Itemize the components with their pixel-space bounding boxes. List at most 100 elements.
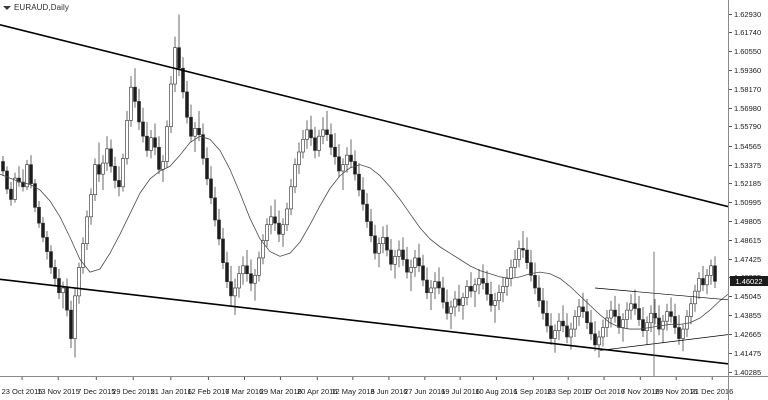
candlestick bbox=[633, 289, 637, 315]
candlestick bbox=[205, 147, 209, 186]
candlestick bbox=[209, 166, 213, 205]
candlestick bbox=[21, 169, 25, 192]
candlestick bbox=[53, 259, 57, 287]
candlestick bbox=[545, 300, 549, 333]
candlestick bbox=[653, 299, 657, 325]
date-tick: 7 Mar 2016 bbox=[225, 377, 263, 399]
date-tick-label: 3 Jun 2016 bbox=[370, 387, 408, 396]
candlestick-series bbox=[1, 14, 717, 358]
time-axis[interactable]: 23 Oct 2015 13 Nov 2015 7 Dec 2015 29 Dec 2… bbox=[0, 376, 733, 400]
candlestick bbox=[705, 269, 709, 295]
price-tick-mark bbox=[729, 51, 732, 53]
candlestick bbox=[197, 110, 201, 141]
price-plot-area[interactable] bbox=[0, 0, 728, 376]
candlestick bbox=[553, 324, 557, 353]
price-tick-mark bbox=[729, 371, 732, 373]
candlestick bbox=[485, 270, 489, 301]
date-tick-mark bbox=[639, 377, 641, 380]
candlestick bbox=[89, 188, 93, 225]
candlestick bbox=[473, 278, 477, 307]
symbol-period-label: EURAUD,Daily bbox=[14, 2, 69, 12]
wedge-upper-line[interactable] bbox=[594, 287, 728, 301]
candlestick bbox=[253, 269, 257, 301]
candlestick bbox=[601, 319, 605, 347]
date-tick-mark bbox=[243, 377, 245, 380]
candlestick bbox=[349, 139, 353, 168]
upper-descending-trendline[interactable] bbox=[0, 23, 728, 208]
candlestick bbox=[149, 129, 153, 159]
wedge-lower-line[interactable] bbox=[599, 334, 728, 351]
candlestick bbox=[641, 306, 645, 337]
date-tick-label: 12 May 2016 bbox=[331, 387, 375, 396]
candlestick bbox=[109, 139, 113, 173]
price-tick-label: 1.50995 bbox=[734, 198, 762, 208]
candlestick bbox=[281, 218, 285, 247]
date-tick: 12 Feb 2016 bbox=[187, 377, 229, 399]
candlestick bbox=[585, 299, 589, 330]
price-tick-mark bbox=[729, 107, 732, 109]
price-tick: 1.48615 bbox=[729, 235, 768, 246]
date-tick: 12 May 2016 bbox=[331, 377, 375, 399]
date-tick-mark bbox=[460, 377, 462, 380]
candlestick bbox=[593, 321, 597, 352]
candlestick bbox=[165, 120, 169, 168]
candlestick bbox=[277, 210, 281, 243]
chevron-down-icon[interactable] bbox=[3, 5, 11, 10]
date-tick-label: 21 Dec 2016 bbox=[690, 387, 734, 396]
candlestick bbox=[45, 231, 49, 260]
candlestick bbox=[461, 292, 465, 320]
price-tick-label: 1.61740 bbox=[734, 28, 762, 38]
candlestick bbox=[433, 272, 437, 300]
candlestick bbox=[65, 278, 69, 317]
candlestick bbox=[105, 136, 109, 171]
price-tick: 1.61740 bbox=[729, 27, 768, 38]
date-tick: 20 Apr 2016 bbox=[297, 377, 337, 399]
candlestick bbox=[541, 287, 545, 320]
candlestick bbox=[313, 126, 317, 159]
candlestick bbox=[125, 110, 129, 165]
candlestick bbox=[121, 153, 125, 192]
date-tick: 29 Nov 2016 bbox=[655, 377, 697, 399]
price-axis[interactable]: 1.62930 1.61740 1.60550 1.59360 1.58170 1.569… bbox=[728, 0, 768, 377]
price-tick-label: 1.52185 bbox=[734, 179, 762, 189]
price-tick-mark bbox=[729, 13, 732, 15]
date-tick-label: 17 Oct 2016 bbox=[584, 387, 625, 396]
date-tick-mark bbox=[568, 377, 570, 380]
date-tick-label: 7 Dec 2015 bbox=[77, 387, 116, 396]
candlestick bbox=[289, 178, 293, 216]
date-tick: 17 Oct 2016 bbox=[584, 377, 625, 399]
price-tick: 1.41475 bbox=[729, 348, 768, 359]
price-tick-mark bbox=[729, 183, 732, 185]
candlestick bbox=[269, 205, 273, 235]
candlestick bbox=[425, 267, 429, 300]
date-tick-label: 27 Jun 2016 bbox=[404, 387, 446, 396]
candlestick bbox=[509, 259, 513, 287]
price-tick-mark bbox=[729, 126, 732, 128]
price-tick-mark bbox=[729, 88, 732, 90]
price-tick-mark bbox=[729, 333, 732, 335]
date-tick-mark bbox=[532, 377, 534, 380]
candlestick bbox=[341, 158, 345, 190]
candlestick bbox=[505, 269, 509, 296]
candlestick bbox=[405, 246, 409, 279]
candlestick bbox=[645, 316, 649, 345]
candlestick bbox=[393, 250, 397, 279]
candlestick bbox=[133, 68, 137, 108]
candlestick bbox=[173, 36, 177, 92]
date-tick-label: 23 Sep 2016 bbox=[547, 387, 590, 396]
date-tick: 7 Dec 2015 bbox=[77, 377, 115, 399]
moving-average-line bbox=[0, 135, 728, 330]
candlestick bbox=[373, 224, 377, 260]
candlestick bbox=[649, 305, 653, 333]
date-tick-label: 29 Mar 2016 bbox=[259, 387, 302, 396]
candlestick bbox=[249, 259, 253, 292]
date-tick-mark bbox=[388, 377, 390, 380]
candlestick bbox=[241, 256, 245, 285]
candlestick bbox=[397, 240, 401, 268]
candlestick bbox=[141, 107, 145, 143]
price-tick-mark bbox=[729, 32, 732, 34]
candlestick bbox=[185, 80, 189, 124]
candlestick bbox=[49, 245, 53, 274]
candlestick bbox=[17, 166, 21, 187]
